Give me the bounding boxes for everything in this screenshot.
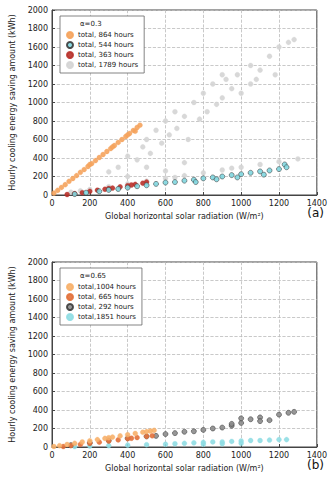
svg-text:1000: 1000 [231,199,251,208]
svg-text:total,1004 hours: total,1004 hours [78,283,136,291]
svg-text:1000: 1000 [28,98,48,107]
svg-text:(b): (b) [307,458,324,472]
svg-text:0: 0 [49,451,54,460]
svg-text:1000: 1000 [231,451,251,460]
svg-text:total, 1789 hours: total, 1789 hours [78,61,139,69]
svg-text:total, 363 hours: total, 363 hours [78,51,134,59]
svg-text:800: 800 [33,117,48,126]
svg-text:1600: 1600 [28,43,48,52]
svg-text:800: 800 [196,451,211,460]
svg-text:Global horizontal solar radiat: Global horizontal solar radiation (W/m²) [105,464,264,473]
svg-text:1400: 1400 [28,313,48,322]
svg-text:α=0.65: α=0.65 [80,272,106,280]
svg-text:total, 544 hours: total, 544 hours [78,41,134,49]
svg-text:600: 600 [33,387,48,396]
svg-text:200: 200 [33,172,48,181]
svg-text:total, 292 hours: total, 292 hours [78,303,134,311]
svg-text:total, 864 hours: total, 864 hours [78,31,134,39]
svg-text:1400: 1400 [306,198,327,208]
svg-text:1200: 1200 [28,80,48,89]
svg-text:400: 400 [120,451,135,460]
svg-text:1200: 1200 [269,199,289,208]
svg-text:400: 400 [120,199,135,208]
svg-text:0: 0 [43,443,48,452]
svg-text:600: 600 [158,451,173,460]
svg-text:600: 600 [33,135,48,144]
svg-text:600: 600 [158,199,173,208]
svg-text:Hourly cooling energy saving a: Hourly cooling energy saving amount (kWh… [8,14,17,191]
svg-text:1800: 1800 [28,276,48,285]
svg-text:200: 200 [82,451,97,460]
svg-text:2000: 2000 [28,6,48,15]
svg-text:0: 0 [49,199,54,208]
svg-text:1200: 1200 [269,451,289,460]
svg-text:1400: 1400 [306,450,327,460]
svg-text:800: 800 [33,369,48,378]
svg-text:total,1851 hours: total,1851 hours [78,313,136,321]
svg-text:400: 400 [33,406,48,415]
svg-text:800: 800 [196,199,211,208]
svg-text:200: 200 [33,424,48,433]
svg-text:1600: 1600 [28,295,48,304]
svg-text:α=0.3: α=0.3 [80,20,102,28]
svg-text:(a): (a) [307,206,324,220]
svg-text:1400: 1400 [28,61,48,70]
svg-text:1200: 1200 [28,332,48,341]
svg-text:200: 200 [82,199,97,208]
svg-text:0: 0 [43,191,48,200]
svg-text:2000: 2000 [28,258,48,267]
svg-text:400: 400 [33,154,48,163]
svg-text:1000: 1000 [28,350,48,359]
svg-text:1800: 1800 [28,24,48,33]
svg-text:Hourly cooling energy saving a: Hourly cooling energy saving amount (kWh… [8,266,17,443]
svg-text:total, 665 hours: total, 665 hours [78,293,134,301]
svg-text:Global horizontal solar radiat: Global horizontal solar radiation (W/m²) [105,212,264,221]
